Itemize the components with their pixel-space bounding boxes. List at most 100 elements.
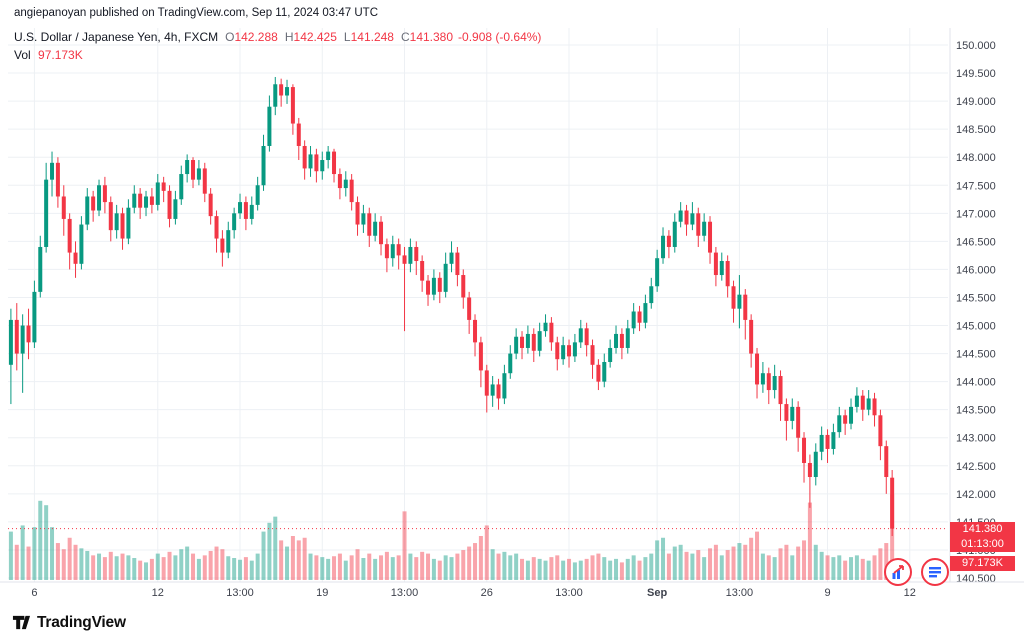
low-label: L: [343, 30, 351, 44]
candle-body: [578, 328, 583, 343]
candle-body: [314, 154, 319, 172]
candle-body: [555, 342, 560, 360]
candle-body: [273, 84, 278, 107]
candle-body: [520, 336, 525, 348]
tradingview-logo-icon: [12, 615, 31, 630]
symbol-title[interactable]: U.S. Dollar / Japanese Yen, 4h, FXCM: [14, 30, 219, 44]
close-value: 141.380: [409, 30, 454, 44]
volume-bar: [807, 502, 812, 580]
candle-body: [549, 322, 554, 343]
volume-bar: [320, 557, 325, 580]
candle-body: [755, 353, 760, 385]
volume-bar: [684, 551, 689, 580]
tradingview-footer[interactable]: TradingView: [12, 613, 126, 632]
candle-body: [772, 376, 777, 391]
high-value: 142.425: [293, 30, 337, 44]
volume-bar: [755, 531, 760, 580]
candle-body: [396, 244, 401, 256]
candle-body: [320, 160, 325, 172]
candle-body: [843, 415, 848, 424]
candle-body: [290, 87, 295, 124]
price-axis-label: 145.000: [956, 321, 996, 333]
price-axis-label: 142.000: [956, 489, 996, 501]
volume-bar: [725, 550, 730, 580]
volume-bar: [737, 543, 742, 580]
candle-body: [449, 252, 454, 264]
volume-bar: [596, 553, 601, 580]
volume-bar: [20, 525, 25, 580]
volume-bar: [860, 558, 865, 580]
volume-bar: [238, 559, 243, 580]
symbol-legend: U.S. Dollar / Japanese Yen, 4h, FXCM O142…: [14, 30, 541, 44]
candle-body: [214, 216, 219, 239]
volume-bar: [255, 553, 260, 580]
volume-bar: [138, 560, 143, 580]
volume-bar: [249, 560, 254, 580]
candle-body: [61, 196, 66, 219]
candle-body: [537, 331, 542, 351]
candle-body: [884, 446, 889, 478]
candle-body: [379, 221, 384, 245]
candle-body: [614, 333, 619, 348]
candle-body: [402, 255, 407, 264]
candle-body: [132, 193, 137, 208]
volume-bar: [108, 551, 113, 580]
candle-body: [426, 280, 431, 295]
low-value: 141.248: [350, 30, 394, 44]
volume-bar: [502, 551, 507, 580]
volume-bar: [555, 555, 560, 580]
candle-body: [561, 345, 566, 360]
idea-marker-1[interactable]: [884, 558, 912, 586]
candle-body: [267, 106, 272, 146]
volume-bar: [890, 494, 895, 580]
candle-body: [226, 230, 231, 253]
volume-bar: [784, 544, 789, 580]
candle-body: [238, 202, 243, 214]
time-axis-label: 12: [152, 587, 164, 599]
volume-bar: [426, 553, 431, 580]
volume-bar: [619, 562, 624, 580]
volume-bar: [813, 544, 818, 580]
candle-body: [202, 168, 207, 194]
candle-body: [390, 244, 395, 259]
idea-flag-icon: [929, 567, 941, 578]
volume-bar: [126, 555, 131, 580]
candle-body: [608, 347, 613, 362]
candle-body: [332, 151, 337, 175]
volume-bar: [50, 527, 55, 580]
bar-countdown-badge: 01:13:00: [950, 536, 1015, 552]
volume-bar: [455, 553, 460, 580]
candle-body: [760, 373, 765, 385]
candle-body: [690, 213, 695, 225]
volume-bar: [467, 546, 472, 580]
idea-marker-2[interactable]: [921, 558, 949, 586]
candle-body: [437, 277, 442, 292]
price-axis-label: 149.500: [956, 68, 996, 80]
volume-bar: [202, 555, 207, 580]
volume-bar: [26, 546, 31, 580]
volume-bar: [97, 553, 102, 580]
candle-body: [802, 437, 807, 463]
candle-body: [731, 286, 736, 309]
candle-body: [572, 342, 577, 357]
candle-body: [631, 311, 636, 329]
volume-bar: [631, 555, 636, 580]
price-axis-label: 142.500: [956, 461, 996, 473]
candle-body: [20, 325, 25, 354]
volume-bar: [308, 553, 313, 580]
candle-body: [384, 244, 389, 259]
volume-bar: [743, 544, 748, 580]
volume-bar: [496, 553, 501, 580]
candle-body: [854, 395, 859, 407]
volume-bar: [379, 555, 384, 580]
candle-body: [661, 235, 666, 259]
volume-bar: [584, 558, 589, 580]
candle-body: [602, 361, 607, 382]
volume-bar: [790, 555, 795, 580]
volume-bar: [572, 562, 577, 580]
volume-bar: [232, 558, 237, 580]
candle-body: [126, 207, 131, 239]
candle-body: [778, 376, 783, 405]
volume-bar: [102, 557, 107, 580]
